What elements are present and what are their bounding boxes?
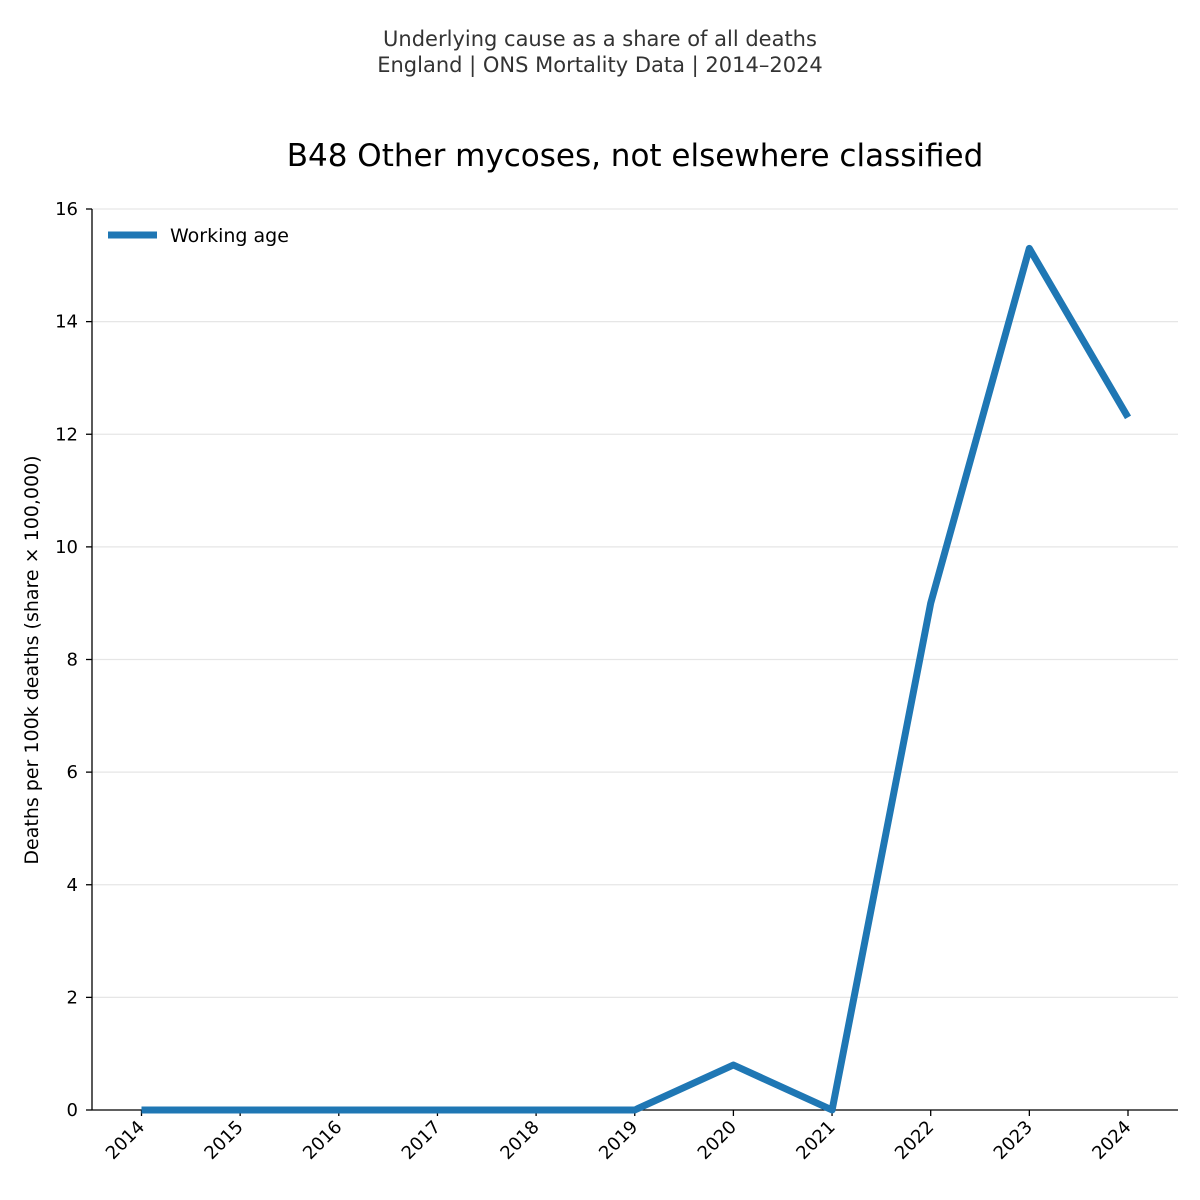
x-tick-label-2020: 2020 — [694, 1117, 741, 1164]
y-tick-label-6: 6 — [67, 762, 78, 783]
x-tick-label-2024: 2024 — [1088, 1117, 1135, 1164]
header-line-1: Underlying cause as a share of all death… — [383, 27, 817, 51]
gridlines — [92, 208, 1178, 998]
series-line-0 — [141, 244, 1132, 1114]
y-tick-label-10: 10 — [55, 537, 78, 558]
y-tick-label-14: 14 — [55, 312, 78, 333]
y-tick-label-8: 8 — [67, 650, 78, 671]
x-tick-label-2021: 2021 — [792, 1117, 839, 1164]
legend-label-working-age: Working age — [170, 225, 289, 247]
header-line-2: England | ONS Mortality Data | 2014–2024 — [377, 53, 823, 77]
x-tick-label-2022: 2022 — [891, 1117, 938, 1164]
series-lines — [141, 244, 1132, 1114]
y-tick-label-16: 16 — [55, 199, 78, 220]
y-ticks: 0 2 4 6 8 10 12 14 16 — [55, 199, 92, 1121]
page-header: Underlying cause as a share of all death… — [0, 26, 1200, 78]
x-tick-label-2017: 2017 — [398, 1117, 445, 1164]
x-tick-label-2014: 2014 — [102, 1117, 149, 1164]
x-tick-label-2019: 2019 — [595, 1117, 642, 1164]
y-tick-label-12: 12 — [55, 424, 78, 445]
x-tick-label-2018: 2018 — [496, 1117, 543, 1164]
y-tick-label-0: 0 — [67, 1100, 78, 1121]
x-tick-label-2015: 2015 — [200, 1117, 247, 1164]
y-tick-label-2: 2 — [67, 987, 78, 1008]
chart-title: B48 Other mycoses, not elsewhere classif… — [286, 138, 984, 174]
legend: Working age — [108, 225, 289, 247]
x-tick-label-2023: 2023 — [990, 1117, 1037, 1164]
y-axis-label: Deaths per 100k deaths (share × 100,000) — [21, 455, 43, 864]
x-ticks: 2014 2015 2016 2017 2018 2019 2020 2021 2022 2023… — [102, 1110, 1136, 1164]
x-tick-label-2016: 2016 — [299, 1117, 346, 1164]
y-tick-label-4: 4 — [67, 875, 78, 896]
